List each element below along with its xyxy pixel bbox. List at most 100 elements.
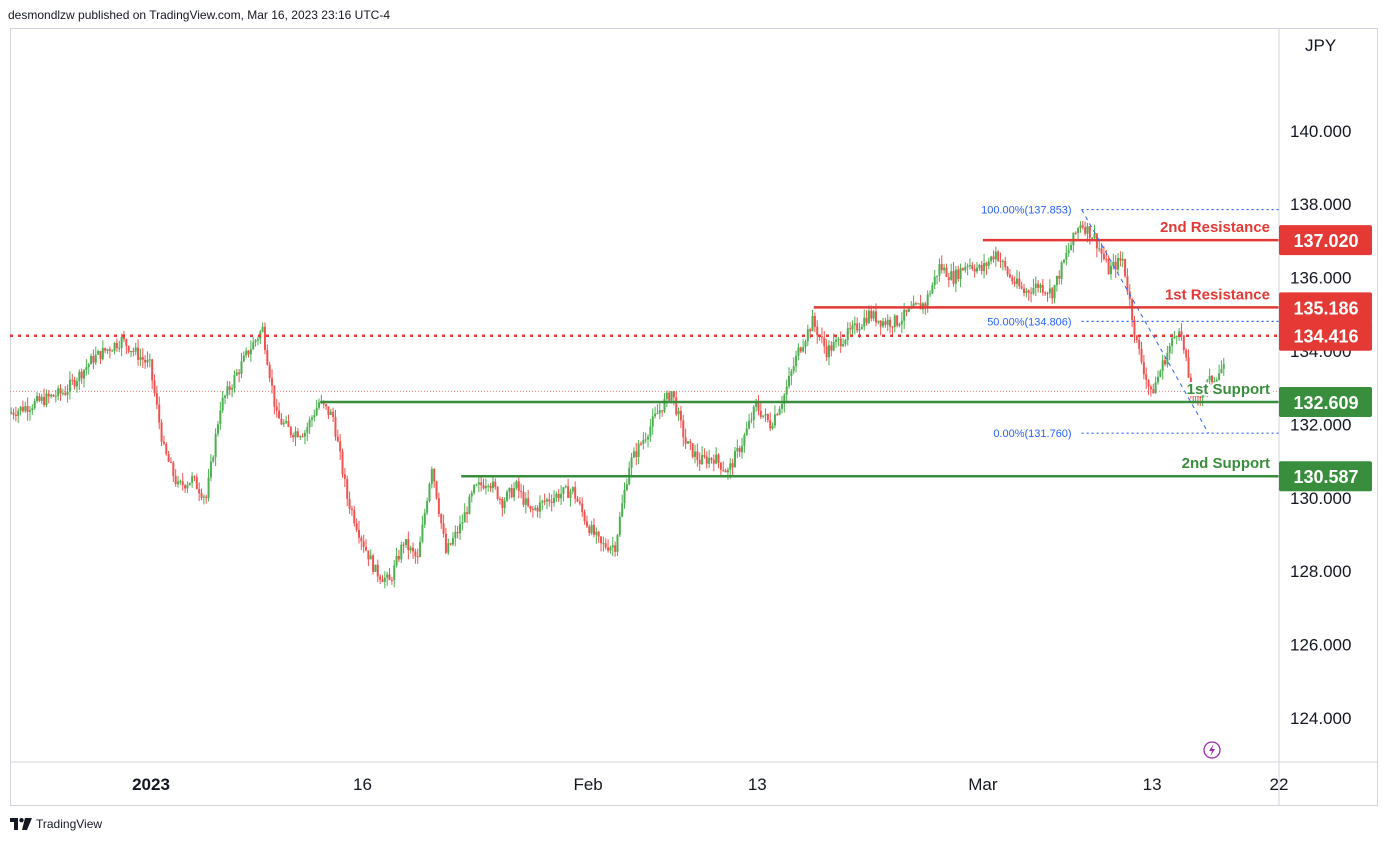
level-name-label: 2nd Resistance [1160, 219, 1270, 236]
candle-body [245, 350, 248, 356]
price-tag-132.609 [1279, 387, 1372, 418]
candle-body [557, 493, 560, 499]
candle-body [759, 410, 762, 417]
chart-frame[interactable] [10, 28, 1378, 806]
candle-body [896, 315, 899, 326]
candle-body [1201, 392, 1204, 398]
candle-body [369, 555, 372, 560]
candle-body [193, 476, 196, 478]
candle-body [1013, 281, 1016, 284]
candle-body [393, 565, 396, 581]
candle-body [611, 545, 614, 548]
candle-body [672, 391, 675, 398]
candle-body [1218, 373, 1221, 380]
candle-body [454, 531, 457, 539]
tradingview-logo[interactable]: TradingView [10, 817, 102, 831]
candle-body [790, 371, 793, 377]
candle-body [332, 411, 335, 418]
candle-body [111, 350, 114, 352]
candle-body [795, 355, 798, 367]
candle-body [440, 513, 443, 524]
candle-body [120, 336, 123, 348]
y-tick-label: 126.000 [1290, 636, 1351, 655]
candle-body [543, 500, 546, 502]
candle-body [757, 402, 760, 411]
candle-body [647, 436, 650, 440]
price-tag-text: 130.587 [1293, 467, 1358, 487]
candle-body [444, 533, 447, 553]
candle-body [827, 345, 830, 358]
candle-body [71, 379, 74, 381]
candle-body [874, 311, 877, 323]
level-name-label: 1st Resistance [1165, 286, 1270, 303]
candle-body [621, 503, 624, 517]
candle-body [397, 555, 400, 560]
candle-body [510, 488, 513, 498]
candle-body [447, 543, 450, 553]
candle-body [644, 439, 647, 441]
candle-body [891, 326, 894, 328]
candle-body [1053, 285, 1056, 299]
candle-body [816, 326, 819, 336]
candle-body [802, 346, 805, 352]
candle-body [731, 463, 734, 468]
candle-body [148, 359, 151, 361]
candle-body [1039, 284, 1042, 288]
candle-body [661, 410, 664, 412]
price-tag-135.186 [1279, 292, 1372, 323]
candle-body [550, 501, 553, 503]
candle-body [686, 441, 689, 444]
candle-body [83, 370, 86, 379]
candle-body [545, 499, 548, 502]
candle-body [390, 580, 393, 582]
candle-body [548, 499, 551, 502]
fib-level-label: 0.00%(131.760) [993, 428, 1071, 440]
candle-body [404, 539, 407, 546]
candle-body [38, 396, 41, 401]
candle-body [14, 414, 17, 417]
candle-body [423, 512, 426, 525]
candle-body [531, 509, 534, 511]
candle-body [503, 500, 506, 508]
fib-level-label: 50.00%(134.806) [987, 316, 1071, 328]
candle-body [188, 482, 191, 486]
candle-body [306, 427, 309, 433]
candle-body [216, 424, 219, 434]
candle-body [929, 293, 932, 295]
candle-body [1220, 368, 1223, 374]
candle-body [158, 404, 161, 423]
candle-body [705, 456, 708, 464]
candle-body [842, 344, 845, 347]
candle-body [329, 411, 332, 415]
candle-body [553, 497, 556, 503]
candle-body [99, 350, 102, 360]
candle-body [151, 359, 154, 381]
lightning-icon[interactable] [1203, 741, 1221, 759]
candle-body [1060, 262, 1063, 279]
candle-body [914, 303, 917, 305]
candle-body [844, 339, 847, 345]
candle-body [632, 451, 635, 458]
candle-body [28, 409, 31, 412]
candle-body [263, 326, 266, 351]
candle-body [517, 481, 520, 491]
candle-body [40, 397, 43, 401]
y-tick-label: 138.000 [1290, 195, 1351, 214]
candle-body [966, 265, 969, 267]
candle-body [959, 268, 962, 280]
candle-body [990, 256, 993, 262]
candle-body [346, 479, 349, 499]
candle-body [87, 364, 90, 368]
candle-body [1058, 276, 1061, 279]
currency-label: JPY [1305, 36, 1336, 55]
candle-body [1178, 331, 1181, 337]
candle-body [247, 350, 250, 355]
candle-body [365, 546, 368, 551]
candle-body [1154, 382, 1157, 394]
candle-body [484, 485, 487, 489]
candle-body [47, 393, 50, 397]
lightning-bolt-shape [1209, 744, 1215, 756]
candle-body [134, 347, 137, 352]
candle-body [177, 481, 180, 485]
